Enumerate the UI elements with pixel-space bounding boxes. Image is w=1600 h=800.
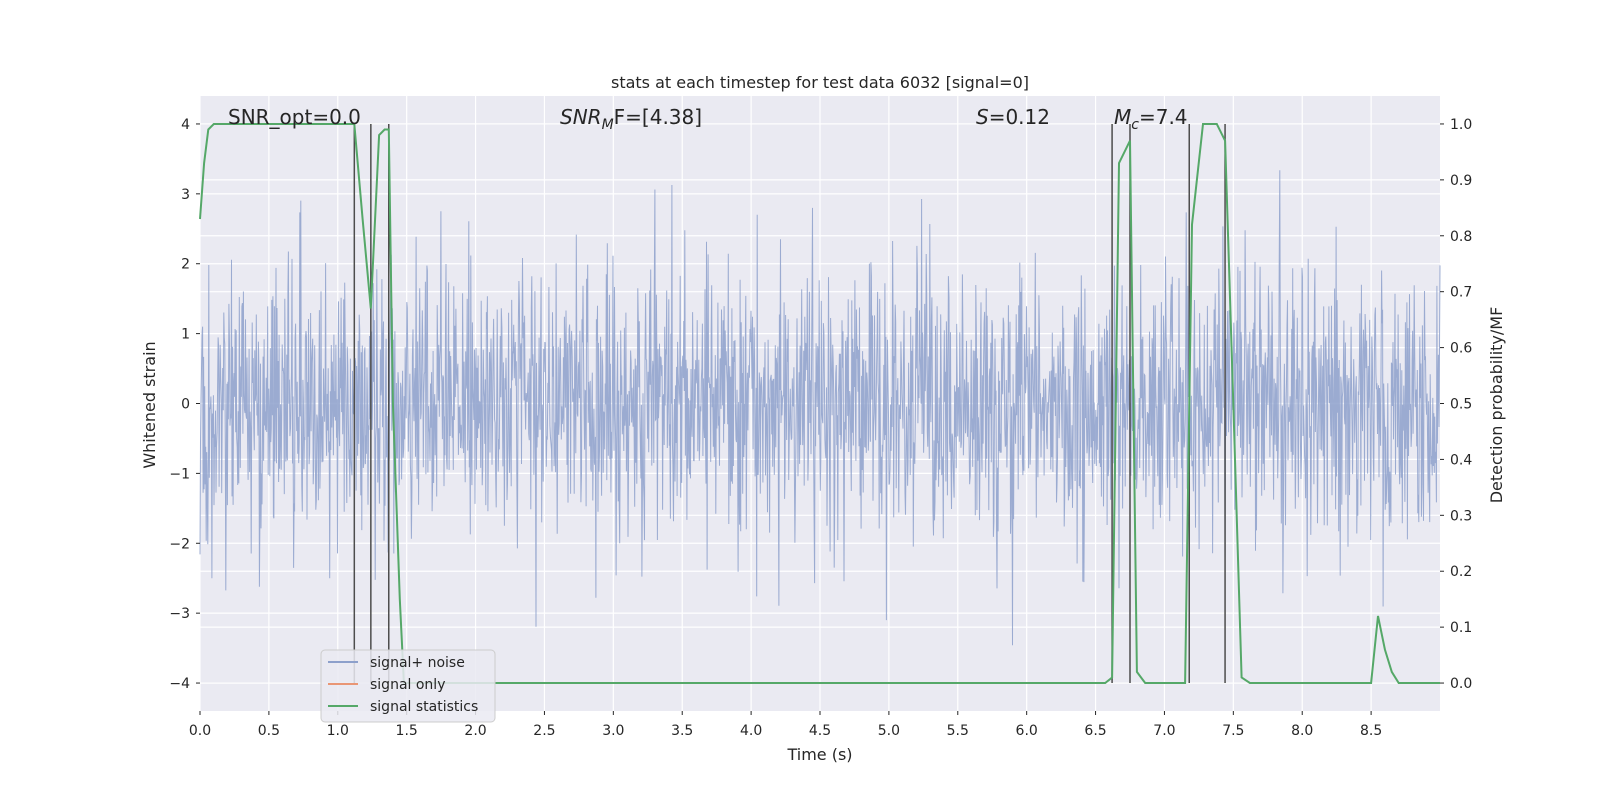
annotation-snr-mf-rest: F=[4.38] xyxy=(614,105,702,129)
x-tick-labels: 0.0 0.5 1.0 1.5 2.0 2.5 3.0 3.5 4.0 4.5 5.0 5.5 6.0 6… xyxy=(189,711,1382,739)
annotation-snr-opt: SNR_opt=0.0 xyxy=(228,105,361,129)
annotation-snr-mf: SNRMF=[4.38] xyxy=(560,105,702,133)
annotation-snr-mf-main: SNR xyxy=(560,105,602,129)
x-tick-label-15: 7.5 xyxy=(1222,723,1244,739)
y2-tick-label-7: 0.7 xyxy=(1450,285,1472,301)
y2-axis-label: Detection probability/MF xyxy=(1487,307,1506,504)
signal-noise-path xyxy=(199,170,1441,646)
x-tick-label-3: 1.5 xyxy=(396,723,418,739)
y2-tick-labels: 0.0 0.1 0.2 0.3 0.4 0.5 0.6 0.7 0.8 0.9 1.0 xyxy=(1440,117,1472,692)
x-tick-label-10: 5.0 xyxy=(878,723,900,739)
x-tick-label-7: 3.5 xyxy=(671,723,693,739)
y-tick-label-7: 3 xyxy=(181,187,190,203)
x-axis-label: Time (s) xyxy=(786,745,852,764)
y2-tick-label-4: 0.4 xyxy=(1450,452,1472,468)
y2-tick-label-6: 0.6 xyxy=(1450,341,1472,357)
x-tick-label-4: 2.0 xyxy=(464,723,486,739)
x-tick-label-9: 4.5 xyxy=(809,723,831,739)
x-tick-label-12: 6.0 xyxy=(1016,723,1038,739)
x-tick-label-17: 8.5 xyxy=(1360,723,1382,739)
y2-tick-label-2: 0.2 xyxy=(1450,564,1472,580)
annotation-s-main: S xyxy=(976,105,989,129)
legend-label-signal-noise: signal+ noise xyxy=(370,655,465,671)
x-tick-label-14: 7.0 xyxy=(1153,723,1175,739)
x-tick-label-16: 8.0 xyxy=(1291,723,1313,739)
annotation-s: S=0.12 xyxy=(976,105,1050,129)
y2-tick-label-5: 0.5 xyxy=(1450,397,1472,413)
x-tick-label-13: 6.5 xyxy=(1084,723,1106,739)
legend: signal+ noise signal only signal statist… xyxy=(320,649,496,723)
annotation-mc-main: M xyxy=(1114,105,1131,129)
y-tick-label-3: −1 xyxy=(169,466,190,482)
annotation-mc: Mc=7.4 xyxy=(1114,105,1188,133)
legend-label-signal-only: signal only xyxy=(370,677,445,693)
annotation-s-rest: =0.12 xyxy=(989,105,1050,129)
y-tick-label-1: −3 xyxy=(169,606,190,622)
y2-tick-label-0: 0.0 xyxy=(1450,676,1472,692)
x-tick-label-11: 5.5 xyxy=(947,723,969,739)
y-axis-label: Whitened strain xyxy=(140,341,159,468)
y-tick-label-0: −4 xyxy=(169,676,190,692)
x-tick-label-1: 0.5 xyxy=(258,723,280,739)
series-signal-statistics xyxy=(199,123,1440,684)
y2-tick-label-8: 0.8 xyxy=(1450,229,1472,245)
x-tick-label-5: 2.5 xyxy=(533,723,555,739)
y-tick-label-5: 1 xyxy=(181,327,190,343)
y2-tick-label-9: 0.9 xyxy=(1450,173,1472,189)
annotation-snr-mf-sub: M xyxy=(602,117,614,133)
y2-tick-label-10: 1.0 xyxy=(1450,117,1472,133)
y-tick-label-6: 2 xyxy=(181,257,190,273)
chart-title: stats at each timestep for test data 603… xyxy=(611,73,1029,92)
x-tick-label-6: 3.0 xyxy=(602,723,624,739)
y-tick-label-2: −2 xyxy=(169,536,190,552)
y2-tick-label-1: 0.1 xyxy=(1450,620,1472,636)
y2-tick-label-3: 0.3 xyxy=(1450,508,1472,524)
y-tick-label-8: 4 xyxy=(181,117,190,133)
legend-label-signal-statistics: signal statistics xyxy=(370,699,478,715)
x-tick-label-8: 4.0 xyxy=(740,723,762,739)
x-tick-label-0: 0.0 xyxy=(189,723,211,739)
legend-box xyxy=(320,649,496,723)
x-tick-label-2: 1.0 xyxy=(327,723,349,739)
y-tick-labels: −4 −3 −2 −1 0 1 2 3 4 xyxy=(169,117,200,692)
annotation-mc-rest: =7.4 xyxy=(1139,105,1188,129)
y-tick-label-4: 0 xyxy=(181,397,190,413)
series-signal-noise xyxy=(199,170,1441,646)
annotation-mc-sub: c xyxy=(1131,117,1139,133)
